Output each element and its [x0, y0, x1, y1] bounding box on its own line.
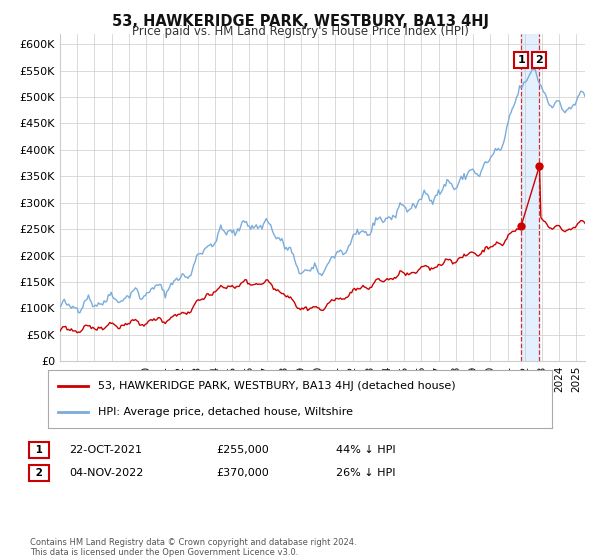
- Text: 1: 1: [517, 55, 525, 65]
- Text: 2: 2: [535, 55, 543, 65]
- Text: 53, HAWKERIDGE PARK, WESTBURY, BA13 4HJ: 53, HAWKERIDGE PARK, WESTBURY, BA13 4HJ: [112, 14, 488, 29]
- Text: 22-OCT-2021: 22-OCT-2021: [69, 445, 142, 455]
- Text: HPI: Average price, detached house, Wiltshire: HPI: Average price, detached house, Wilt…: [98, 407, 353, 417]
- Text: Contains HM Land Registry data © Crown copyright and database right 2024.
This d: Contains HM Land Registry data © Crown c…: [30, 538, 356, 557]
- Text: £370,000: £370,000: [216, 468, 269, 478]
- Text: Price paid vs. HM Land Registry's House Price Index (HPI): Price paid vs. HM Land Registry's House …: [131, 25, 469, 38]
- Text: 53, HAWKERIDGE PARK, WESTBURY, BA13 4HJ (detached house): 53, HAWKERIDGE PARK, WESTBURY, BA13 4HJ …: [98, 381, 456, 391]
- Bar: [521, 34, 539, 361]
- Text: 1: 1: [32, 445, 46, 455]
- Text: 26% ↓ HPI: 26% ↓ HPI: [336, 468, 395, 478]
- Text: 2: 2: [32, 468, 46, 478]
- Text: £255,000: £255,000: [216, 445, 269, 455]
- Text: 44% ↓ HPI: 44% ↓ HPI: [336, 445, 395, 455]
- Text: 04-NOV-2022: 04-NOV-2022: [69, 468, 143, 478]
